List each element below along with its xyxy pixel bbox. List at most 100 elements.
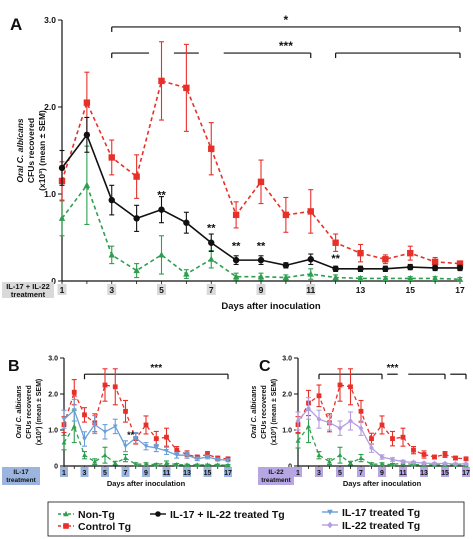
x-tick-label: 3 (317, 470, 321, 477)
x-tick-label: 3 (83, 470, 87, 477)
series-control-tg (58, 41, 464, 267)
data-point (307, 270, 314, 277)
data-point (58, 214, 66, 221)
data-point (153, 436, 159, 442)
data-point (82, 437, 87, 442)
x-tick-label: 11 (306, 285, 315, 295)
data-point (133, 436, 139, 441)
series-il-17-treated-tg (61, 398, 231, 463)
data-point (82, 452, 87, 458)
y-tick-label: 1.0 (48, 427, 58, 434)
series-non-tg (61, 409, 231, 468)
x-tick-label: 5 (103, 470, 107, 477)
treatment-day-box (203, 467, 212, 477)
data-point (382, 274, 389, 281)
y-tick-label: 0 (54, 463, 58, 470)
treatment-day-box (256, 284, 266, 295)
y-tick-label: 3.0 (48, 355, 58, 362)
data-point (215, 457, 221, 463)
treatment-label: treatment (11, 290, 46, 299)
data-point (348, 384, 353, 390)
data-point (442, 460, 448, 467)
y-axis-label: (x10³) (mean ± SEM) (271, 379, 278, 445)
data-point (164, 434, 169, 440)
treatment-label: treatment (6, 477, 36, 484)
treatment-label: IL-22 (268, 469, 284, 476)
data-point (456, 275, 464, 282)
data-point (71, 389, 77, 395)
legend-label: Control Tg (78, 521, 131, 533)
data-point (153, 446, 159, 451)
x-tick-label: 17 (224, 470, 232, 477)
panel-b: B 0 1.0 2.0 3.0 Oral C. albicans CFUs recovere… (2, 355, 232, 488)
y-axis-label: (x10³) (mean ± SEM) (36, 379, 43, 445)
data-point (174, 461, 180, 467)
point-significance: ** (157, 189, 166, 201)
data-point (133, 173, 140, 180)
data-point (332, 265, 339, 273)
data-point (83, 99, 91, 106)
data-point (358, 425, 364, 432)
y-axis-label: Oral C. albicans (251, 385, 258, 438)
data-point (232, 273, 240, 280)
legend-item: IL-17 + IL-22 treated Tg (150, 509, 285, 521)
data-point (431, 274, 439, 281)
data-point (133, 267, 140, 274)
significance-label: *** (387, 363, 399, 374)
data-point (183, 84, 190, 92)
data-point (112, 384, 118, 390)
treatment-day-box (399, 467, 407, 477)
treatment-label: treatment (261, 477, 291, 484)
treatment-day-box (60, 467, 68, 477)
y-tick-label: 1.0 (44, 189, 56, 199)
treatment-day-box (294, 467, 302, 477)
treatment-day-box (80, 467, 89, 477)
data-point (411, 459, 416, 466)
x-tick-label: 7 (359, 470, 363, 477)
x-axis-label: Days after inoculation (343, 479, 422, 488)
data-point (257, 273, 265, 280)
data-point (194, 456, 200, 462)
legend-label: IL-17 treated Tg (342, 507, 420, 519)
data-point (379, 454, 385, 460)
data-point (421, 452, 427, 457)
data-point (295, 418, 301, 424)
y-axis-label: Oral C. albicans (16, 385, 23, 438)
data-point (205, 455, 210, 460)
data-point (390, 456, 395, 463)
x-tick-label: 15 (204, 470, 212, 477)
treatment-day-box (57, 284, 67, 295)
data-point (390, 461, 395, 467)
legend-marker (63, 523, 69, 529)
x-tick-label: 13 (420, 470, 428, 477)
data-point (357, 274, 364, 281)
significance-label: * (284, 13, 289, 27)
data-point (208, 255, 215, 262)
data-point (174, 453, 180, 458)
x-tick-label: 17 (455, 285, 465, 295)
y-axis-label: CFUs recovered (26, 385, 33, 439)
data-point (307, 256, 314, 263)
y-axis-label: Oral C. albicans (15, 118, 25, 183)
legend-item: Control Tg (58, 521, 131, 533)
series-il-17-il-22-treated-tg (58, 116, 464, 273)
data-point (82, 412, 87, 418)
treatment-day-box (107, 284, 117, 295)
data-point (205, 462, 210, 467)
data-point (232, 211, 240, 219)
treatment-day-box (315, 467, 323, 477)
point-significance: ** (331, 253, 340, 265)
data-point (282, 211, 290, 219)
data-point (442, 452, 448, 457)
data-point (369, 445, 374, 451)
data-point (102, 382, 108, 388)
data-point (184, 462, 190, 467)
data-point (407, 263, 414, 271)
data-point (183, 270, 190, 277)
series-line (297, 384, 467, 460)
data-point (453, 460, 458, 467)
panel-letter: B (8, 358, 20, 375)
data-point (112, 460, 118, 466)
x-tick-label: 1 (60, 285, 65, 295)
legend-label: Non-Tg (78, 509, 115, 521)
